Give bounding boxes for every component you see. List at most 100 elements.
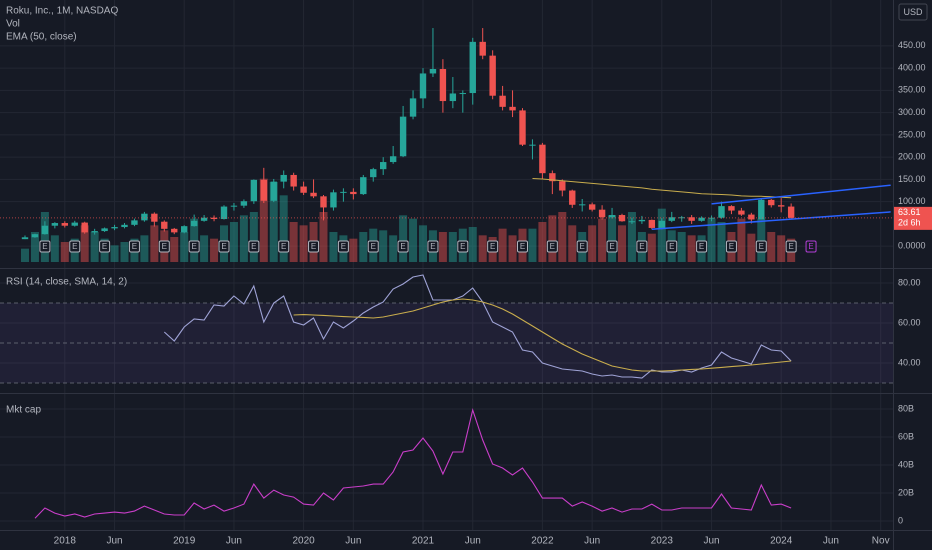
- candle-body: [778, 205, 785, 207]
- candle-body: [419, 73, 427, 99]
- volume-bar: [90, 232, 99, 262]
- y-tick-label: 80B: [898, 403, 914, 413]
- volume-bar: [120, 242, 129, 262]
- candle-body: [399, 116, 407, 157]
- earnings-marker: [755, 240, 767, 253]
- earnings-marker: [278, 240, 290, 253]
- y-tick-label: 40B: [898, 459, 914, 469]
- volume-bar: [180, 232, 189, 262]
- volume-bar: [289, 222, 298, 262]
- volume-bar: [548, 215, 557, 262]
- candle-body: [628, 221, 636, 223]
- volume-bar: [588, 225, 597, 262]
- volume-bar: [508, 235, 517, 262]
- volume-bar: [30, 232, 39, 262]
- volume-bar: [608, 215, 617, 262]
- earnings-marker: [666, 240, 678, 253]
- series-line: [34, 407, 792, 519]
- candle-body: [131, 220, 138, 225]
- volume-bar: [279, 195, 288, 262]
- earnings-label: E: [371, 242, 376, 251]
- x-tick-label: Jun: [106, 536, 122, 547]
- earnings-label: E: [311, 242, 316, 251]
- candle-body: [161, 221, 168, 229]
- candle-body: [300, 186, 307, 193]
- earnings-label: E: [520, 242, 525, 251]
- earnings-marker: [457, 240, 469, 253]
- candle-body: [101, 228, 108, 232]
- volume-bar: [389, 235, 398, 262]
- candle-body: [61, 223, 68, 226]
- volume-bar: [568, 225, 577, 262]
- currency[interactable]: USD: [903, 7, 923, 17]
- earnings-label: E: [460, 242, 465, 251]
- volume-bar: [448, 232, 457, 262]
- candle-body: [41, 225, 49, 235]
- earnings-marker: [606, 240, 618, 253]
- earnings-marker: [308, 240, 320, 253]
- y-tick-label: 450.00: [898, 40, 926, 50]
- volume-bar: [687, 235, 696, 262]
- earnings-marker: [517, 240, 528, 253]
- x-tick-label: Jun: [465, 536, 481, 547]
- candle-body: [728, 206, 735, 211]
- candle-body: [360, 177, 367, 195]
- y-tick-label: 400.00: [898, 62, 926, 72]
- earnings-label: E: [490, 242, 495, 251]
- earnings-marker: [218, 240, 230, 253]
- candle-body: [698, 217, 705, 221]
- volume-bar: [40, 212, 49, 262]
- candle-body: [638, 219, 646, 222]
- earnings-label: E: [341, 242, 346, 251]
- earnings-label: E: [132, 242, 137, 251]
- earnings-label: E: [808, 242, 813, 251]
- candle-body: [51, 223, 59, 226]
- x-tick-label: Jun: [823, 536, 839, 547]
- candle-body: [718, 206, 725, 218]
- volume-bar: [359, 232, 368, 262]
- x-tick-label: Nov: [872, 536, 890, 547]
- candle-body: [320, 196, 327, 208]
- earnings-label: E: [609, 242, 614, 251]
- earnings-label: E: [550, 242, 555, 251]
- candle-body: [499, 95, 506, 107]
- candle-body: [31, 234, 39, 238]
- candle-body: [509, 106, 516, 111]
- volume-bar: [767, 232, 776, 262]
- labels: Roku, Inc., 1M, NASDAQ Vol EMA (50, clos…: [6, 3, 932, 547]
- volume-bar: [60, 242, 69, 262]
- candle-body: [151, 213, 158, 222]
- x-tick-label: Jun: [703, 536, 719, 547]
- earnings-marker: [188, 240, 200, 253]
- candle-body: [469, 41, 476, 94]
- candle-body: [171, 228, 178, 233]
- volume-bar: [399, 215, 408, 262]
- volume-bar: [777, 235, 786, 262]
- x-tick-label: Jun: [226, 536, 242, 547]
- candle-body: [330, 192, 337, 208]
- chart-title: Roku, Inc., 1M, NASDAQ: [6, 6, 118, 17]
- candle-body: [340, 191, 347, 193]
- earnings-label: E: [639, 242, 644, 251]
- candle-body: [668, 217, 675, 221]
- candle-body: [370, 169, 377, 178]
- volume-bar: [438, 232, 447, 262]
- candle-body: [758, 199, 765, 220]
- candle-body: [280, 174, 287, 182]
- volume-bar: [170, 237, 179, 262]
- grid: [0, 0, 893, 530]
- earnings-label: E: [430, 242, 435, 251]
- earnings-label: E: [102, 242, 107, 251]
- volume-bar: [239, 215, 248, 262]
- candle-body: [21, 237, 29, 240]
- currency-box[interactable]: [898, 3, 928, 21]
- earnings-marker: [487, 240, 499, 253]
- y-tick-label: 200.00: [898, 152, 926, 162]
- earnings-label: E: [162, 242, 167, 251]
- trend-line: [651, 211, 891, 231]
- earnings-label: E: [580, 242, 585, 251]
- x-tick-label: 2022: [531, 536, 554, 547]
- earnings-marker: [248, 240, 260, 253]
